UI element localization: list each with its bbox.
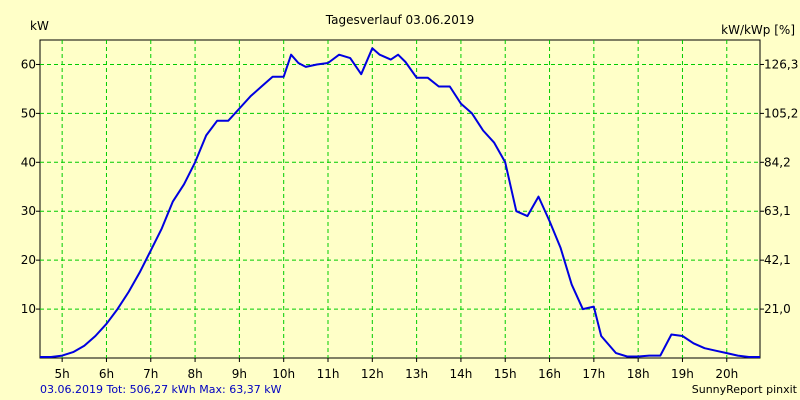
x-tick-label: 12h <box>361 367 384 381</box>
x-tick-label: 5h <box>55 367 70 381</box>
x-tick-label: 16h <box>538 367 561 381</box>
x-tick-label: 7h <box>143 367 158 381</box>
series-line-power <box>40 47 760 358</box>
footer-summary: 03.06.2019 Tot: 506,27 kWh Max: 63,37 kW <box>40 383 282 396</box>
y-tick-label-right: 21,0 <box>764 302 791 316</box>
y-tick-label-right: 84,2 <box>764 155 791 169</box>
x-tick-label: 15h <box>494 367 517 381</box>
y-tick-label-right: 105,2 <box>764 106 798 120</box>
y-tick-label-right: 63,1 <box>764 204 791 218</box>
x-tick-label: 20h <box>715 367 738 381</box>
y-tick-label-left: 30 <box>21 204 36 218</box>
y-axis-left-label: kW <box>30 19 49 33</box>
y-tick-label-left: 40 <box>21 155 36 169</box>
x-tick-label: 11h <box>317 367 340 381</box>
x-tick-label: 9h <box>232 367 247 381</box>
x-tick-label: 17h <box>582 367 605 381</box>
x-tick-label: 18h <box>627 367 650 381</box>
footer-credit: SunnyReport pinxit <box>692 383 798 396</box>
series-lines <box>40 47 760 358</box>
y-tick-label-left: 50 <box>21 106 36 120</box>
y-tick-label-left: 60 <box>21 57 36 71</box>
x-tick-label: 10h <box>272 367 295 381</box>
y-tick-label-left: 20 <box>21 253 36 267</box>
x-tick-label: 19h <box>671 367 694 381</box>
grid-lines <box>40 40 760 358</box>
x-tick-label: 8h <box>187 367 202 381</box>
y-axis-right-label: kW/kWp [%] <box>721 23 795 37</box>
chart-title: Tagesverlauf 03.06.2019 <box>325 13 474 27</box>
axis-ticks: 5h 6h 7h 8h 9h 10h 11h 12h 13h 14h 15h 16h 17h 18h 19h… <box>21 57 799 381</box>
y-tick-label-right: 126,3 <box>764 57 798 71</box>
plot-area <box>39 39 761 359</box>
x-tick-label: 6h <box>99 367 114 381</box>
y-tick-label-left: 10 <box>21 302 36 316</box>
x-tick-label: 13h <box>405 367 428 381</box>
y-tick-label-right: 42,1 <box>764 253 791 267</box>
x-tick-label: 14h <box>449 367 472 381</box>
